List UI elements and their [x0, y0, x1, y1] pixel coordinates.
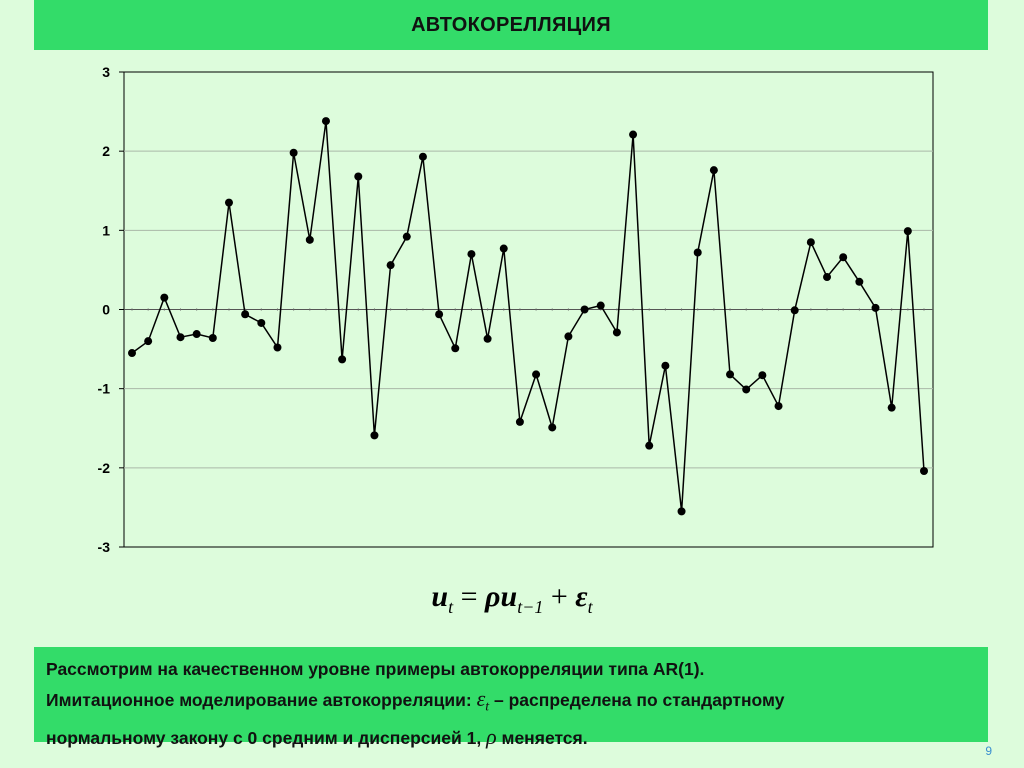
rho-symbol: ρ — [486, 723, 497, 749]
data-point — [693, 248, 702, 257]
data-point — [160, 293, 169, 302]
y-tick-label: -1 — [98, 381, 111, 397]
data-point — [418, 152, 427, 161]
formula-sub-t: t — [448, 597, 454, 617]
data-point — [370, 431, 379, 440]
data-point — [321, 117, 330, 126]
data-point — [289, 148, 298, 157]
data-point — [726, 370, 735, 379]
formula-sub-t2: t — [587, 597, 593, 617]
data-point — [742, 385, 751, 394]
data-point — [305, 235, 314, 244]
data-point — [887, 403, 896, 412]
formula-plus: + — [550, 580, 568, 613]
y-tick-label: 2 — [102, 143, 110, 159]
note-line-3-pre: нормальному закону с 0 средним и дисперс… — [46, 727, 487, 748]
data-point — [451, 344, 460, 353]
description-box: Рассмотрим на качественном уровне пример… — [34, 647, 988, 749]
note-line-2-pre: Имитационное моделирование автокорреляци… — [46, 690, 477, 710]
data-point — [402, 232, 411, 241]
formula-u: u — [431, 580, 449, 613]
data-point — [338, 355, 347, 364]
data-point — [515, 417, 524, 426]
epsilon-symbol: ε — [476, 686, 486, 711]
data-point — [596, 301, 605, 310]
data-point — [855, 277, 864, 286]
data-point — [435, 310, 444, 319]
data-point — [790, 306, 799, 315]
data-point — [920, 467, 928, 475]
data-point — [499, 244, 508, 253]
data-point — [629, 130, 638, 139]
y-tick-label: 3 — [102, 64, 110, 80]
page-number: 9 — [985, 744, 992, 758]
y-tick-label: -2 — [98, 460, 111, 476]
data-point — [241, 310, 250, 319]
data-point — [871, 303, 880, 312]
data-point — [354, 172, 363, 181]
data-point — [839, 253, 848, 262]
formula-rho: ρ — [485, 580, 501, 613]
data-point — [823, 273, 832, 282]
data-point — [257, 318, 266, 327]
data-point — [176, 333, 185, 342]
note-line-2: Имитационное моделирование автокорреляци… — [46, 684, 976, 722]
data-point — [564, 332, 573, 341]
note-line-3-post: меняется. — [496, 727, 588, 748]
epsilon-subscript: t — [485, 699, 490, 715]
data-point — [806, 238, 815, 247]
data-point — [192, 330, 201, 339]
data-point — [645, 441, 654, 450]
data-point — [548, 423, 557, 432]
formula-epsilon: ε — [575, 580, 588, 613]
formula-u-lag: u — [500, 580, 518, 613]
data-point — [467, 250, 476, 259]
data-point — [580, 305, 589, 314]
data-point — [208, 334, 217, 342]
data-point — [903, 227, 912, 236]
data-point — [532, 370, 541, 379]
data-point — [483, 334, 492, 343]
data-point — [774, 402, 783, 411]
y-tick-label: 0 — [102, 302, 110, 318]
formula-sub-t1: t−1 — [517, 597, 544, 617]
note-line-3: нормальному закону с 0 средним и дисперс… — [46, 722, 976, 753]
data-point — [677, 507, 686, 516]
data-point — [758, 371, 767, 380]
note-line-1: Рассмотрим на качественном уровне пример… — [46, 659, 705, 679]
data-point — [144, 337, 153, 346]
data-point — [128, 349, 136, 358]
y-tick-label: 1 — [102, 222, 110, 238]
data-point — [661, 361, 670, 370]
title-bar: АВТОКОРЕЛЛЯЦИЯ — [34, 0, 988, 50]
data-point — [386, 261, 395, 270]
ar1-formula: ut = ρut−1 + εt — [0, 580, 1024, 618]
formula-equals: = — [460, 580, 478, 613]
data-point — [273, 343, 282, 352]
data-point — [612, 328, 621, 337]
line-chart: 3 2 1 0 -1 -2 -3 — [98, 64, 934, 555]
note-line-2-post: – распределена по стандартному — [489, 690, 785, 710]
data-point — [224, 198, 233, 207]
data-point — [709, 166, 718, 175]
slide-title: АВТОКОРЕЛЛЯЦИЯ — [411, 13, 611, 36]
y-tick-label: -3 — [98, 539, 111, 555]
series-line — [131, 120, 925, 512]
